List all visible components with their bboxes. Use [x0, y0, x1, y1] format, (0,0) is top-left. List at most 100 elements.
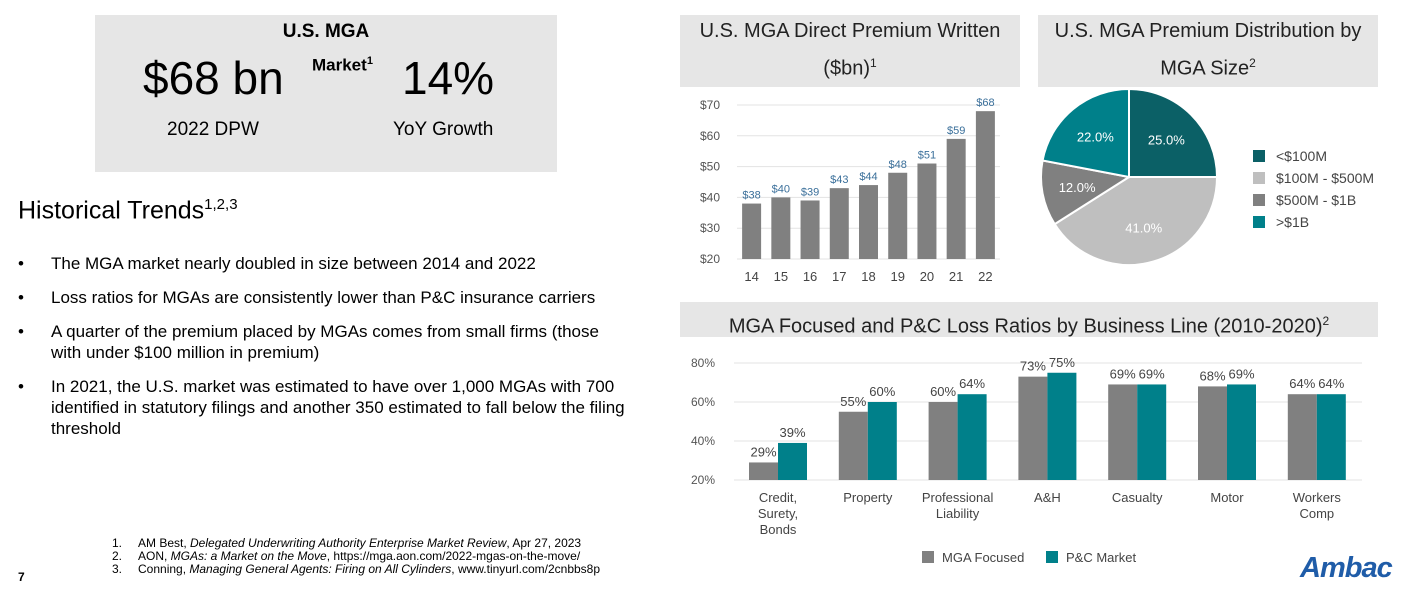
bullet: A quarter of the premium placed by MGAs … — [18, 321, 611, 363]
bullet: Loss ratios for MGAs are consistently lo… — [18, 287, 658, 308]
footnote-part: Conning, — [138, 562, 190, 576]
y-tick-label: $50 — [700, 160, 720, 174]
footnote-part: , www.tinyurl.com/2cnbbs8p — [451, 562, 601, 576]
footnote: 2. AON, MGAs: a Market on the Move, https… — [112, 550, 600, 563]
footnote-part: MGAs: a Market on the Move — [170, 549, 327, 563]
data-label: $40 — [772, 183, 790, 195]
y-tick-label: $20 — [700, 252, 720, 266]
pie-title-line1: U.S. MGA Premium Distribution by — [1054, 20, 1362, 42]
data-label: 64% — [959, 376, 985, 391]
legend-swatch — [1253, 194, 1265, 206]
data-label: 64% — [1318, 376, 1344, 391]
bar — [928, 402, 958, 480]
x-tick-label: Liability — [936, 506, 980, 521]
y-tick-label: $40 — [700, 190, 720, 204]
footnote-part: 2. — [112, 549, 123, 563]
data-label: $48 — [889, 159, 907, 171]
footnote-part: Managing General Agents: Firing on All C… — [189, 562, 452, 576]
ambac-logo: Ambac — [1300, 552, 1393, 584]
pie-slice — [1041, 87, 1130, 179]
pie-title-sup: 2 — [1249, 56, 1256, 70]
bullet: In 2021, the U.S. market was estimated t… — [18, 376, 641, 439]
bar — [1287, 394, 1317, 480]
loss-title-text: MGA Focused and P&C Loss Ratios by Busin… — [728, 315, 1323, 338]
footnote-part: 1. — [112, 536, 123, 550]
x-tick-label: 18 — [861, 269, 875, 284]
data-label: 64% — [1289, 376, 1315, 391]
bar — [838, 411, 868, 480]
kpi-title: U.S. MGA — [282, 21, 370, 42]
data-label: 75% — [1049, 355, 1075, 370]
pie-title-text: MGA Size — [1160, 57, 1250, 80]
growth-value: 14% — [402, 52, 495, 104]
slice-label: 12.0% — [1059, 180, 1096, 195]
kpi-box: U.S. MGA Market1 $68 bn 2022 DPW 14% YoY… — [95, 15, 557, 172]
bar — [800, 200, 820, 259]
bar — [1137, 384, 1167, 480]
loss-chart-title: MGA Focused and P&C Loss Ratios by Busin… — [680, 302, 1378, 338]
bar — [1316, 394, 1346, 480]
legend-swatch — [1253, 150, 1265, 162]
footnote-part: AON, — [138, 549, 171, 563]
bar — [867, 402, 897, 480]
data-label: 73% — [1020, 359, 1046, 374]
y-tick-label: 20% — [691, 473, 715, 487]
bar — [1047, 372, 1077, 480]
x-tick-label: 19 — [890, 269, 904, 284]
x-tick-label: Comp — [1299, 506, 1334, 521]
legend-label: <$100M — [1276, 148, 1327, 164]
x-tick-label: Bonds — [760, 522, 797, 537]
footnote-part: , https://mga.aon.com/2022-mgas-on-the-m… — [326, 549, 581, 563]
pie-chart-title: U.S. MGA Premium Distribution by MGA Siz… — [1038, 15, 1378, 87]
legend-label: $100M - $500M — [1276, 170, 1374, 186]
bar — [957, 394, 987, 480]
x-tick-label: A&H — [1034, 490, 1061, 505]
pie-slice — [1040, 159, 1132, 226]
trends-heading-sup: 1,2,3 — [204, 196, 238, 213]
bar — [749, 462, 778, 480]
dpw-label: 2022 DPW — [167, 119, 259, 140]
dpw-title-line1: U.S. MGA Direct Premium Written — [699, 20, 1001, 42]
legend-swatch — [1253, 172, 1265, 184]
data-label: $68 — [976, 97, 994, 109]
y-tick-label: $60 — [700, 129, 720, 143]
data-label: 69% — [1139, 366, 1165, 381]
x-tick-label: 20 — [920, 269, 934, 284]
slice-label: 41.0% — [1125, 221, 1162, 236]
data-label: $38 — [742, 190, 760, 202]
y-tick-label: 80% — [691, 356, 715, 370]
legend-swatch — [1046, 551, 1058, 563]
bar — [1018, 376, 1048, 480]
kpi-title-market: Market1 — [312, 55, 373, 76]
bar — [975, 111, 995, 259]
x-tick-label: 15 — [774, 269, 788, 284]
x-tick-label: 14 — [744, 269, 758, 284]
x-tick-label: 21 — [949, 269, 963, 284]
legend-label: MGA Focused — [942, 550, 1024, 565]
x-tick-label: Surety, — [758, 506, 798, 521]
footnote-part: AM Best, — [138, 536, 191, 550]
footnote-part: Delegated Underwriting Authority Enterpr… — [190, 536, 507, 550]
x-tick-label: Casualty — [1112, 490, 1163, 505]
data-label: 55% — [840, 394, 866, 409]
legend-swatch — [1253, 216, 1265, 228]
bar — [771, 197, 791, 259]
x-tick-label: Credit, — [759, 490, 797, 505]
trends-heading: Historical Trends1,2,3 — [18, 196, 238, 225]
x-tick-label: 22 — [978, 269, 992, 284]
x-tick-label: Professional — [922, 490, 994, 505]
data-label: $51 — [918, 150, 936, 162]
pie-slice — [1128, 87, 1219, 178]
data-label: $59 — [947, 125, 965, 137]
bar — [1198, 386, 1227, 480]
footnote-part: 3. — [112, 562, 123, 576]
bar — [1227, 384, 1256, 480]
legend-label: >$1B — [1276, 214, 1309, 230]
legend-swatch — [922, 551, 934, 563]
data-label: 29% — [750, 444, 776, 459]
bar — [1108, 384, 1138, 480]
loss-title-sup: 2 — [1322, 314, 1330, 328]
dpw-chart-title: U.S. MGA Direct Premium Written ($bn)1 — [680, 15, 1020, 87]
footnote: 3. Conning, Managing General Agents: Firi… — [112, 563, 600, 576]
y-tick-label: $30 — [700, 221, 720, 235]
